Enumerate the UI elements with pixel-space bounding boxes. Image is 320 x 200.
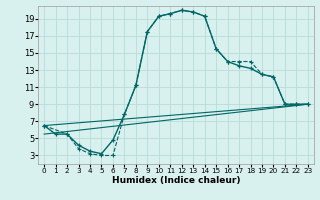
X-axis label: Humidex (Indice chaleur): Humidex (Indice chaleur) (112, 176, 240, 185)
